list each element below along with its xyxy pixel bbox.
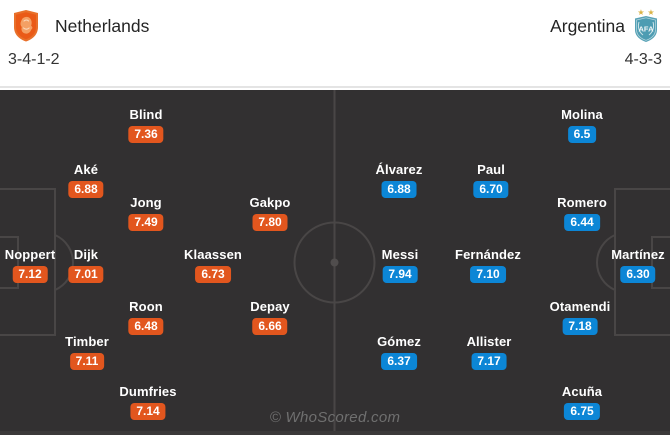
pitch: © WhoScored.com Noppert 7.12 Aké 6.88 Dijk 7.… bbox=[0, 90, 670, 435]
svg-text:★: ★ bbox=[637, 8, 644, 17]
player-home-dijk[interactable]: Dijk 7.01 bbox=[68, 247, 104, 283]
player-name: Timber bbox=[65, 334, 109, 349]
argentina-crest-icon: ★ ★ AFA bbox=[632, 8, 660, 43]
player-away-molina[interactable]: Molina 6.5 bbox=[561, 107, 603, 143]
away-team-header: Argentina ★ ★ AFA 4-3-3 bbox=[550, 8, 662, 86]
player-away-alvarez[interactable]: Álvarez 6.88 bbox=[376, 162, 423, 198]
player-name: Jong bbox=[130, 195, 162, 210]
player-rating-badge: 6.73 bbox=[195, 266, 231, 283]
player-name: Gakpo bbox=[249, 195, 291, 210]
player-rating-badge: 7.49 bbox=[128, 214, 164, 231]
player-rating-badge: 6.44 bbox=[564, 214, 600, 231]
player-away-fernandez[interactable]: Fernández 7.10 bbox=[455, 247, 521, 283]
player-rating-badge: 6.75 bbox=[564, 403, 600, 420]
player-name: Romero bbox=[557, 195, 607, 210]
home-formation: 3-4-1-2 bbox=[8, 51, 60, 68]
player-name: Otamendi bbox=[549, 299, 611, 314]
player-home-klaassen[interactable]: Klaassen 6.73 bbox=[184, 247, 242, 283]
svg-text:AFA: AFA bbox=[639, 25, 655, 34]
svg-text:★: ★ bbox=[647, 8, 654, 17]
player-name: Klaassen bbox=[184, 247, 242, 262]
player-rating-badge: 7.18 bbox=[562, 318, 598, 335]
home-team-name[interactable]: Netherlands bbox=[55, 15, 150, 36]
lineup-header: Netherlands 3-4-1-2 Argentina ★ ★ AFA bbox=[0, 0, 670, 88]
centre-spot bbox=[330, 258, 339, 267]
player-rating-badge: 7.94 bbox=[382, 266, 418, 283]
home-team-header: Netherlands 3-4-1-2 bbox=[8, 8, 149, 86]
away-formation: 4-3-3 bbox=[624, 51, 662, 68]
netherlands-crest-icon bbox=[12, 8, 40, 43]
player-name: Aké bbox=[73, 162, 99, 177]
player-rating-badge: 6.66 bbox=[252, 318, 288, 335]
player-name: Blind bbox=[129, 107, 163, 122]
player-rating-badge: 6.37 bbox=[381, 353, 417, 370]
player-home-dumfries[interactable]: Dumfries 7.14 bbox=[119, 384, 176, 420]
player-away-gomez[interactable]: Gómez 6.37 bbox=[377, 334, 421, 370]
player-rating-badge: 6.88 bbox=[381, 181, 417, 198]
player-name: Gómez bbox=[377, 334, 421, 349]
player-rating-badge: 6.30 bbox=[620, 266, 656, 283]
player-rating-badge: 7.80 bbox=[252, 214, 288, 231]
player-rating-badge: 7.17 bbox=[471, 353, 507, 370]
player-rating-badge: 7.11 bbox=[69, 353, 105, 370]
player-rating-badge: 7.14 bbox=[130, 403, 166, 420]
player-rating-badge: 6.70 bbox=[473, 181, 509, 198]
player-name: Paul bbox=[477, 162, 505, 177]
player-rating-badge: 6.88 bbox=[68, 181, 104, 198]
player-home-jong[interactable]: Jong 7.49 bbox=[128, 195, 164, 231]
player-home-blind[interactable]: Blind 7.36 bbox=[128, 107, 164, 143]
player-home-gakpo[interactable]: Gakpo 7.80 bbox=[250, 195, 291, 231]
player-name: Dijk bbox=[73, 247, 99, 262]
player-home-timber[interactable]: Timber 7.11 bbox=[65, 334, 109, 370]
player-name: Messi bbox=[381, 247, 419, 262]
player-name: Roon bbox=[129, 299, 163, 314]
player-rating-badge: 7.36 bbox=[128, 126, 164, 143]
player-rating-badge: 7.12 bbox=[12, 266, 48, 283]
player-away-otamendi[interactable]: Otamendi 7.18 bbox=[550, 299, 611, 335]
watermark: © WhoScored.com bbox=[269, 409, 401, 426]
player-name: Martínez bbox=[611, 247, 665, 262]
player-home-depay[interactable]: Depay 6.66 bbox=[250, 299, 290, 335]
player-rating-badge: 6.5 bbox=[567, 126, 597, 143]
player-away-romero[interactable]: Romero 6.44 bbox=[557, 195, 607, 231]
player-away-allister[interactable]: Allister 7.17 bbox=[467, 334, 512, 370]
player-rating-badge: 7.01 bbox=[68, 266, 104, 283]
player-name: Álvarez bbox=[375, 162, 423, 177]
player-rating-badge: 7.10 bbox=[470, 266, 506, 283]
player-away-martinez[interactable]: Martínez 6.30 bbox=[611, 247, 665, 283]
player-away-paul[interactable]: Paul 6.70 bbox=[473, 162, 509, 198]
player-name: Molina bbox=[561, 107, 603, 122]
player-home-noppert[interactable]: Noppert 7.12 bbox=[5, 247, 56, 283]
player-home-ake[interactable]: Aké 6.88 bbox=[68, 162, 104, 198]
player-rating-badge: 6.48 bbox=[128, 318, 164, 335]
player-name: Acuña bbox=[561, 384, 603, 399]
player-name: Noppert bbox=[4, 247, 56, 262]
player-name: Allister bbox=[466, 334, 512, 349]
away-team-name[interactable]: Argentina bbox=[550, 15, 625, 36]
player-name: Dumfries bbox=[119, 384, 177, 399]
player-home-roon[interactable]: Roon 6.48 bbox=[128, 299, 164, 335]
player-name: Depay bbox=[250, 299, 290, 314]
pitch-markings bbox=[0, 90, 670, 435]
player-name: Fernández bbox=[455, 247, 521, 262]
player-away-messi[interactable]: Messi 7.94 bbox=[382, 247, 419, 283]
player-away-acuna[interactable]: Acuña 6.75 bbox=[562, 384, 602, 420]
